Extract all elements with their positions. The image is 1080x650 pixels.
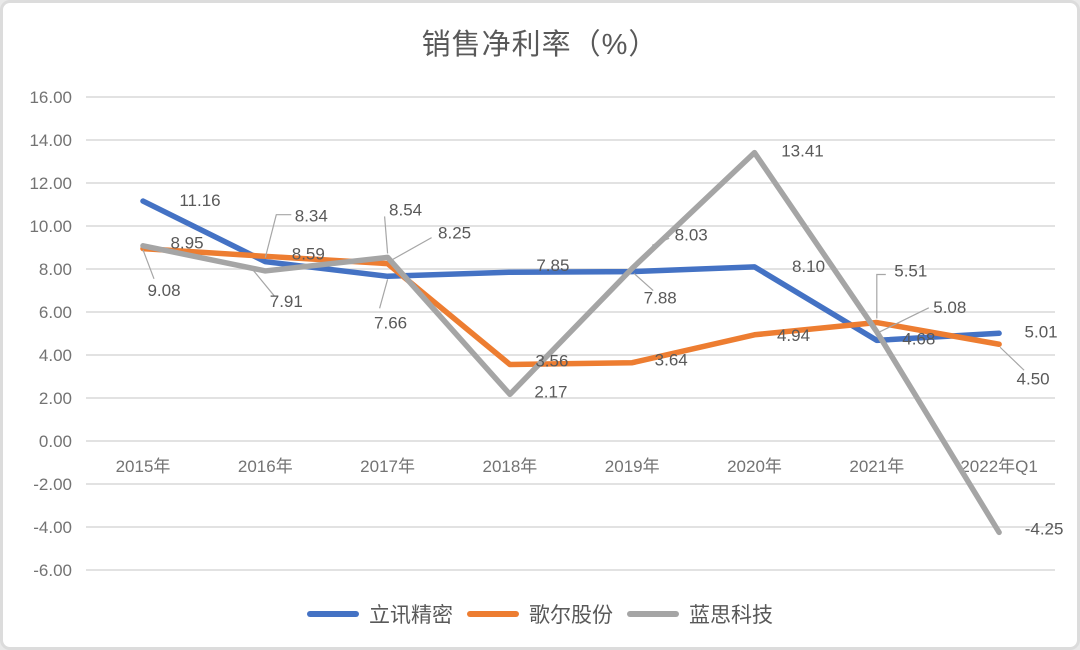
line-chart-plot-area: 16.00 14.00 12.00 10.00 8.00 6.00 4.00 2.00 0.00… [29,88,1064,580]
y-tick-label: 0.00 [39,432,72,451]
data-label: 5.08 [933,298,966,317]
data-label: 8.25 [438,224,471,243]
data-label: 3.56 [535,351,568,370]
data-label: 2.17 [534,382,567,401]
data-label: 4.94 [777,326,810,345]
x-tick-label: 2018年 [482,457,537,476]
data-label: 8.59 [292,244,325,263]
data-label: 11.16 [179,191,220,210]
legend-swatch [467,611,519,617]
legend-item: 蓝思科技 [627,599,773,629]
data-label: 4.50 [1017,369,1050,388]
y-tick-label: -6.00 [33,561,72,580]
legend-item: 立讯精密 [307,599,453,629]
series-line [140,198,1002,344]
x-tick-label: 2022年Q1 [960,457,1038,476]
data-label: 7.88 [644,289,677,308]
data-label: 8.34 [295,207,328,226]
leader-line [264,214,292,258]
data-label: 8.54 [389,200,422,219]
x-tick-label: 2017年 [360,457,415,476]
legend-label: 蓝思科技 [689,604,773,627]
data-label: 8.03 [675,225,708,244]
x-tick-label: 2016年 [238,457,293,476]
legend-swatch [307,611,359,617]
legend-swatch [627,611,679,617]
data-label: 7.91 [270,292,303,311]
x-tick-label: 2015年 [116,457,171,476]
leader-line [379,279,389,309]
data-label: 5.01 [1025,322,1058,341]
y-tick-label: -4.00 [33,518,72,537]
x-tick-label: 2020年 [727,457,782,476]
y-tick-label: 10.00 [29,217,72,236]
leader-line [651,237,670,246]
data-label: 7.66 [374,313,407,332]
leader-line [142,249,155,279]
leader-line [879,307,930,333]
data-label: 7.85 [536,256,569,275]
leader-line [250,267,275,297]
leader-line [876,273,886,319]
series-line [140,149,1002,536]
legend-label: 立讯精密 [369,604,453,627]
data-label: 8.95 [170,234,203,253]
y-tick-label: 2.00 [39,389,72,408]
x-tick-label: 2019年 [605,457,660,476]
y-tick-label: 14.00 [29,131,72,150]
y-tick-label: 4.00 [39,346,72,365]
leader-line [633,273,654,292]
data-label: 13.41 [781,142,824,161]
chart-legend: 立讯精密 歌尔股份 蓝思科技 [3,599,1077,629]
data-label: -4.25 [1025,519,1064,538]
series-line [140,245,1002,368]
chart-title: 销售净利率（%） [421,29,659,61]
y-tick-label: 12.00 [29,174,72,193]
leader-line [999,346,1025,371]
y-tick-label: 6.00 [39,303,72,322]
data-label: 5.51 [894,262,927,281]
data-label: 9.08 [147,281,180,300]
data-label: 3.64 [655,351,688,370]
data-label: 4.68 [902,329,935,348]
y-tick-label: 16.00 [29,88,72,107]
x-tick-label: 2021年 [849,457,904,476]
y-tick-label: -2.00 [33,475,72,494]
y-tick-label: 8.00 [39,260,72,279]
legend-item: 歌尔股份 [467,599,613,629]
data-label: 8.10 [792,257,825,276]
leader-line [390,237,432,262]
leader-line [384,216,389,254]
legend-label: 歌尔股份 [529,604,613,627]
